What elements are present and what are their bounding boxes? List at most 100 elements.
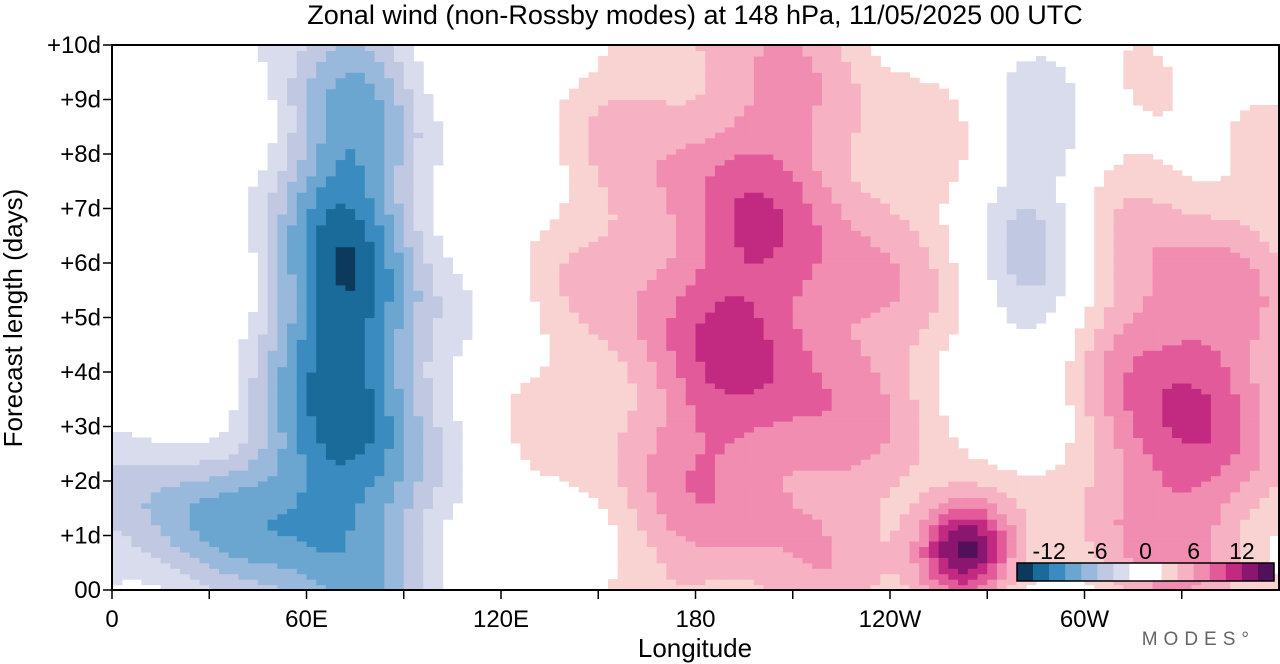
field-cell <box>607 426 619 433</box>
field-cell <box>607 399 619 406</box>
field-cell <box>705 88 716 95</box>
field-cell <box>578 273 590 280</box>
field-cell <box>744 317 755 324</box>
field-cell <box>316 219 327 226</box>
field-cell <box>792 164 804 171</box>
field-cell <box>549 388 560 395</box>
field-cell <box>607 481 619 488</box>
field-cell <box>374 224 385 231</box>
field-cell <box>374 557 385 564</box>
field-cell <box>569 246 580 253</box>
field-cell <box>325 573 337 580</box>
field-cell <box>588 224 599 231</box>
field-cell <box>277 66 288 73</box>
field-cell <box>345 290 356 297</box>
field-cell <box>714 110 726 117</box>
field-cell <box>617 322 629 329</box>
field-cell <box>637 88 648 95</box>
field-cell <box>705 143 716 150</box>
field-cell <box>744 579 755 586</box>
field-cell <box>792 491 804 498</box>
field-cell <box>374 88 385 95</box>
field-cell <box>355 530 366 537</box>
field-cell <box>355 175 366 182</box>
field-cell <box>277 431 288 438</box>
field-cell <box>607 508 619 515</box>
field-cell <box>676 579 687 586</box>
field-cell <box>685 230 697 237</box>
field-cell <box>335 377 346 384</box>
field-cell <box>783 377 794 384</box>
field-cell <box>267 295 278 302</box>
field-cell <box>355 333 366 340</box>
field-cell <box>209 502 220 509</box>
field-cell <box>744 377 755 384</box>
field-cell <box>666 246 677 253</box>
field-cell <box>549 306 560 313</box>
field-cell <box>646 437 658 444</box>
field-cell <box>413 382 424 389</box>
field-cell <box>676 126 687 133</box>
field-cell <box>345 508 356 515</box>
field-cell <box>802 339 813 346</box>
field-cell <box>277 459 288 466</box>
field-cell <box>744 137 755 144</box>
field-cell <box>792 213 804 220</box>
field-cell <box>734 230 745 237</box>
field-cell <box>627 410 638 417</box>
field-cell <box>316 470 327 477</box>
field-cell <box>325 55 337 62</box>
field-cell <box>753 579 765 586</box>
field-cell <box>724 246 735 253</box>
field-cell <box>374 235 385 242</box>
field-cell <box>695 377 706 384</box>
field-cell <box>695 382 706 389</box>
field-cell <box>559 110 570 117</box>
field-cell <box>355 164 366 171</box>
field-cell <box>724 372 735 379</box>
field-cell <box>666 448 677 455</box>
field-cell <box>267 284 278 291</box>
field-cell <box>724 115 735 122</box>
field-cell <box>763 104 774 111</box>
field-cell <box>763 404 774 411</box>
field-cell <box>160 491 171 498</box>
field-cell <box>306 393 317 400</box>
field-cell <box>257 317 269 324</box>
field-cell <box>452 470 463 477</box>
field-cell <box>783 279 794 286</box>
field-cell <box>578 224 590 231</box>
field-cell <box>763 252 774 259</box>
field-cell <box>666 45 677 52</box>
field-cell <box>218 453 230 460</box>
field-cell <box>666 126 677 133</box>
field-cell <box>783 497 794 504</box>
field-cell <box>394 470 405 477</box>
field-cell <box>773 339 784 346</box>
field-cell <box>316 530 327 537</box>
field-cell <box>724 230 735 237</box>
field-cell <box>695 137 706 144</box>
field-cell <box>306 573 317 580</box>
field-cell <box>248 333 259 340</box>
field-cell <box>627 203 638 210</box>
field-cell <box>345 284 356 291</box>
field-cell <box>248 328 259 335</box>
field-cell <box>637 568 648 575</box>
field-cell <box>423 508 434 515</box>
field-cell <box>394 322 405 329</box>
field-cell <box>403 94 415 101</box>
field-cell <box>325 192 337 199</box>
field-cell <box>287 61 298 68</box>
field-cell <box>598 399 609 406</box>
field-cell <box>763 524 774 531</box>
field-cell <box>325 284 337 291</box>
field-cell <box>724 164 735 171</box>
field-cell <box>374 268 385 275</box>
field-cell <box>530 382 541 389</box>
field-cell <box>442 470 453 477</box>
field-cell <box>423 203 434 210</box>
field-cell <box>316 410 327 417</box>
field-cell <box>666 252 677 259</box>
field-cell <box>637 290 648 297</box>
